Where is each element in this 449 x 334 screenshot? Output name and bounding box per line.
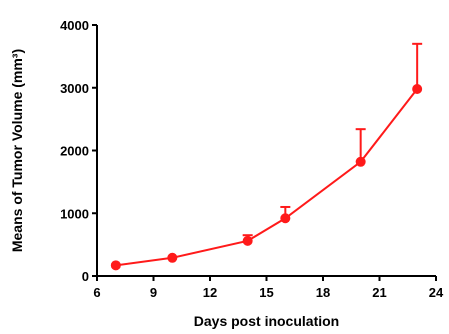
- y-axis-ticks: 0 1000 2000 3000 4000: [60, 18, 97, 284]
- series-line: [115, 88, 418, 267]
- data-point: [242, 235, 253, 246]
- y-tick-label: 0: [82, 269, 89, 284]
- data-point: [412, 84, 423, 95]
- y-tick-label: 3000: [60, 81, 89, 96]
- y-tick-label: 2000: [60, 144, 89, 159]
- series-layer: [110, 42, 423, 271]
- x-tick-label: 6: [93, 285, 100, 300]
- x-axis-ticks: 6 9 12 15 18 21 24: [93, 276, 444, 300]
- x-tick-label: 12: [203, 285, 217, 300]
- x-tick-label: 18: [316, 285, 330, 300]
- y-tick-label: 4000: [60, 18, 89, 33]
- x-tick-label: 15: [259, 285, 273, 300]
- x-tick-label: 21: [372, 285, 386, 300]
- data-point: [167, 252, 178, 263]
- y-axis-title: Means of Tumor Volume (mm³): [9, 49, 25, 252]
- x-axis-title: Days post inoculation: [194, 313, 339, 329]
- data-point: [280, 213, 291, 224]
- y-tick-label: 1000: [60, 206, 89, 221]
- x-tick-label: 24: [429, 285, 444, 300]
- x-tick-label: 9: [150, 285, 157, 300]
- data-point: [355, 156, 366, 167]
- data-point: [110, 260, 121, 271]
